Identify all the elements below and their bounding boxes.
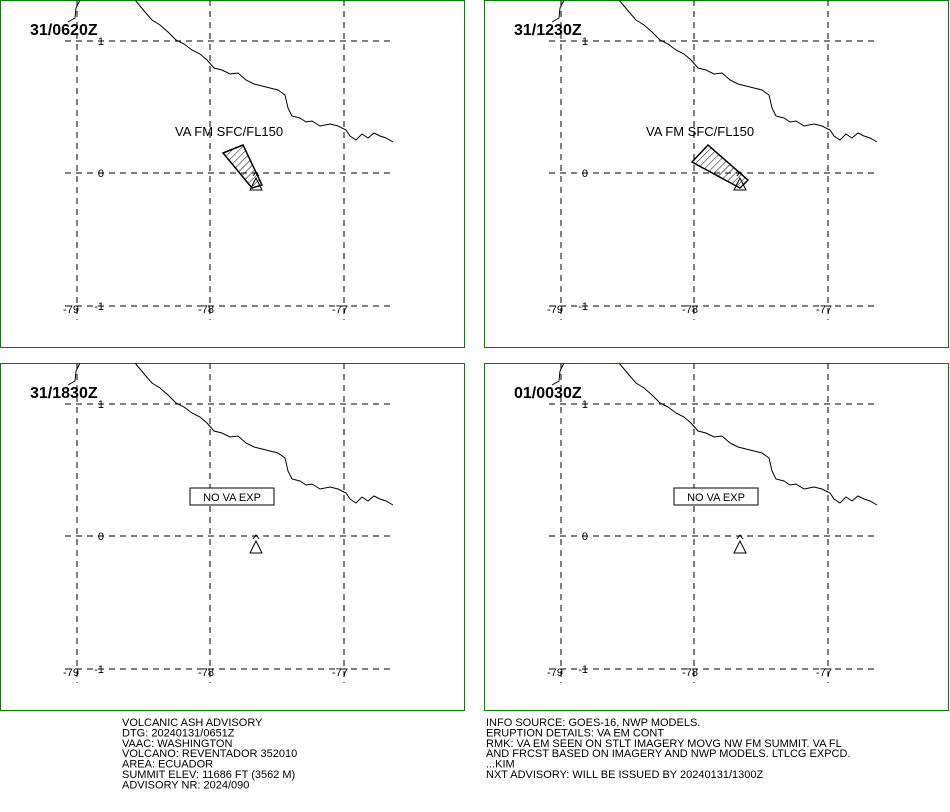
- panel-border: [0, 0, 465, 348]
- panel-border: [0, 363, 465, 711]
- valid-time: 31/0620Z: [30, 22, 98, 39]
- advisory-line: DTG: 20240131/0651Z: [122, 727, 235, 739]
- lon-label: -79: [63, 304, 79, 316]
- lat-label: 1: [582, 36, 588, 48]
- valid-time: 31/1230Z: [514, 22, 582, 39]
- lon-label: -79: [63, 667, 79, 679]
- advisory-line: ...KIM: [486, 759, 515, 771]
- panel: 1 0 -1 -79 -78 -77 31/1830Z NO VA EXP: [0, 362, 465, 711]
- panel: 1 0 -1 -79 -78 -77 31/0620Z VA FM SFC/FL150: [0, 0, 465, 348]
- advisory-line: VOLCANO: REVENTADOR 352010: [122, 748, 297, 760]
- ash-label: NO VA EXP: [687, 492, 745, 504]
- ash-label: VA FM SFC/FL150: [646, 124, 754, 139]
- valid-time: 31/1830Z: [30, 385, 98, 402]
- lon-label: -78: [198, 667, 214, 679]
- lon-label: -79: [547, 667, 563, 679]
- advisory-line: ADVISORY NR: 2024/090: [122, 779, 249, 791]
- lon-label: -77: [816, 304, 832, 316]
- lon-label: -78: [682, 304, 698, 316]
- lon-label: -78: [682, 667, 698, 679]
- panel: 1 0 -1 -79 -78 -77 31/1230Z VA FM SFC/FL150: [484, 0, 949, 348]
- volcano: [249, 534, 263, 554]
- lat-label: 1: [98, 399, 104, 411]
- lon-label: -78: [198, 304, 214, 316]
- ash-area: [221, 144, 264, 189]
- lat-label: -1: [94, 664, 104, 676]
- panel-border: [484, 363, 949, 711]
- lat-label: 0: [582, 531, 588, 543]
- coastline: [67, 362, 394, 506]
- volcano: [733, 171, 747, 191]
- label-box: [673, 487, 759, 506]
- ash-label: NO VA EXP: [203, 492, 261, 504]
- advisory-line: VAAC: WASHINGTON: [122, 738, 232, 750]
- lon-label: -77: [332, 667, 348, 679]
- advisory-line: VOLCANIC ASH ADVISORY: [122, 717, 263, 729]
- coastline: [551, 0, 878, 143]
- advisory-line: SUMMIT ELEV: 11686 FT (3562 M): [122, 769, 295, 781]
- lat-label: -1: [578, 301, 588, 313]
- lat-label: -1: [94, 301, 104, 313]
- advisory-line: RMK: VA EM SEEN ON STLT IMAGERY MOVG NW …: [486, 738, 842, 750]
- advisory-line: INFO SOURCE: GOES-16, NWP MODELS.: [486, 717, 700, 729]
- lat-label: 1: [582, 399, 588, 411]
- ash-label: VA FM SFC/FL150: [175, 124, 283, 139]
- lat-label: 1: [98, 36, 104, 48]
- lat-label: -1: [578, 664, 588, 676]
- advisory-line: AND FRCST BASED ON IMAGERY AND NWP MODEL…: [486, 748, 851, 760]
- lat-label: 0: [98, 531, 104, 543]
- lon-label: -77: [332, 304, 348, 316]
- advisory-line: AREA: ECUADOR: [122, 759, 213, 771]
- coastline: [551, 362, 878, 506]
- panel: 1 0 -1 -79 -78 -77 01/0030Z NO VA EXP: [484, 362, 949, 711]
- ash-area: [690, 143, 750, 189]
- label-box: [189, 487, 275, 506]
- panel-border: [484, 0, 949, 348]
- advisory-line: ERUPTION DETAILS: VA EM CONT: [486, 727, 664, 739]
- volcano: [733, 534, 747, 554]
- lat-label: 0: [98, 168, 104, 180]
- valid-time: 01/0030Z: [514, 385, 582, 402]
- lon-label: -77: [816, 667, 832, 679]
- lat-label: 0: [582, 168, 588, 180]
- lon-label: -79: [547, 304, 563, 316]
- advisory-line: NXT ADVISORY: WILL BE ISSUED BY 20240131…: [486, 769, 763, 781]
- coastline: [67, 0, 394, 143]
- volcano: [249, 171, 263, 191]
